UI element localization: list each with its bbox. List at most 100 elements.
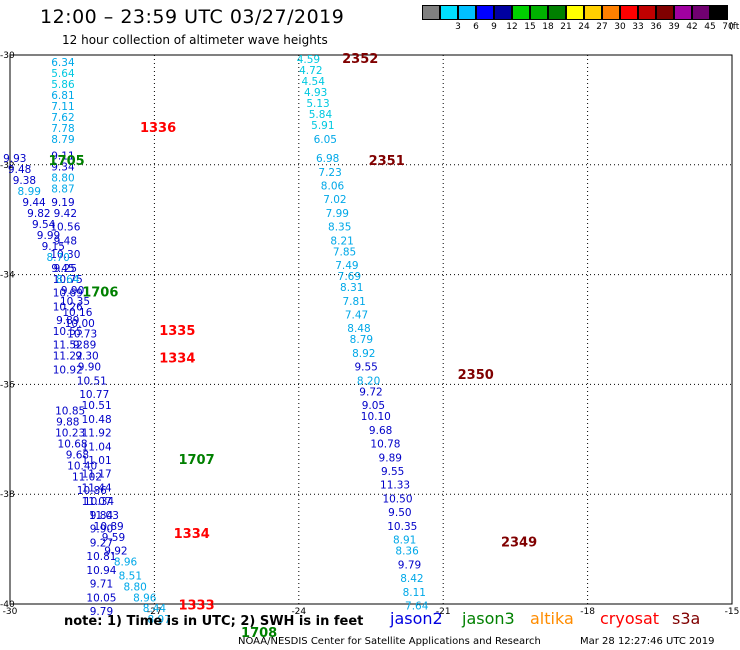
wave-height-value: 7.49 (335, 260, 358, 272)
wave-height-value: 9.30 (75, 351, 98, 363)
wave-height-value: 10.34 (84, 496, 114, 508)
generated-time: Mar 28 12:27:46 UTC 2019 (580, 636, 715, 647)
credit-text: NOAA/NESDIS Center for Satellite Applica… (238, 636, 541, 647)
wave-height-value: 11.52 (53, 340, 83, 352)
wave-height-value: 10.51 (82, 400, 112, 412)
legend-label: 70 (722, 22, 734, 32)
wave-height-value: 10.51 (77, 375, 107, 387)
legend-swatch (710, 5, 728, 20)
wave-height-value: 9.11 (51, 150, 74, 162)
wave-height-value: 9.71 (90, 579, 113, 591)
wave-height-value: 9.68 (369, 425, 392, 437)
wave-height-value: 9.48 (54, 235, 77, 247)
wave-height-value: 11.04 (82, 441, 112, 453)
wave-height-value: 7.99 (326, 208, 349, 220)
legend-label: 3 (455, 22, 461, 32)
wave-height-value: 5.91 (311, 120, 334, 132)
pass-number-label: 1334 (174, 527, 210, 542)
wave-height-value: 8.36 (395, 546, 419, 558)
wave-height-value: 10.75 (53, 274, 83, 286)
wave-height-value: 9.99 (37, 230, 60, 242)
wave-height-value: 7.11 (51, 101, 74, 113)
legend-swatch (656, 5, 674, 20)
wave-height-value: 9.27 (90, 537, 113, 549)
wave-height-value: 11.33 (380, 480, 410, 492)
wave-height-value: 10.78 (370, 439, 400, 451)
wave-height-value: 9.79 (90, 606, 113, 618)
wave-height-value: 11.17 (82, 469, 112, 481)
wave-height-value: 9.88 (56, 417, 79, 429)
legend-swatch (692, 5, 710, 20)
wave-height-value: 8.11 (403, 587, 426, 599)
wave-height-value: 7.62 (51, 112, 74, 124)
wave-height-value: 10.73 (67, 329, 97, 341)
legend-swatch (674, 5, 692, 20)
wave-height-value: 8.48 (347, 323, 370, 335)
wave-height-value: 6.81 (51, 90, 74, 102)
wave-height-value: 9.93 (3, 153, 26, 165)
wave-height-value: 8.96 (133, 592, 157, 604)
mission-jason3: jason3 (462, 609, 515, 628)
wave-height-value: 11.44 (82, 482, 112, 494)
legend-swatch (602, 5, 620, 20)
wave-height-value: 10.26 (53, 301, 83, 313)
wave-height-value: 10.48 (82, 414, 112, 426)
wave-height-value: 8.97 (148, 614, 171, 626)
wave-height-value: 9.59 (102, 532, 125, 544)
wave-height-value: 9.50 (388, 507, 411, 519)
wave-height-value: 7.47 (345, 310, 368, 322)
legend-swatch (566, 5, 584, 20)
wave-height-value: 5.84 (309, 109, 333, 121)
wave-height-value: 10.77 (79, 389, 109, 401)
wave-height-value: 7.78 (51, 123, 74, 135)
pass-number-label: 2349 (501, 535, 537, 550)
lat-tick-label: -36 (0, 380, 15, 390)
wave-height-value: 6.98 (316, 153, 339, 165)
lon-tick-label: -27 (147, 607, 162, 617)
wave-height-value: 8.79 (350, 334, 373, 346)
wave-height-value: 8.80 (123, 581, 146, 593)
legend-label: 24 (578, 22, 590, 32)
pass-number-label: 1336 (140, 121, 176, 136)
wave-height-value: 8.31 (340, 282, 363, 294)
wave-height-value: 11.02 (72, 471, 102, 483)
wave-height-value: 7.02 (323, 194, 346, 206)
wave-height-value: 9.55 (354, 362, 377, 374)
footer-note: note: 1) Time is in UTC; 2) SWH is in fe… (64, 614, 364, 629)
wave-height-value: 8.79 (51, 134, 74, 146)
wave-height-value: 8.44 (143, 603, 167, 615)
legend-label: 6 (473, 22, 479, 32)
mission-cryosat: cryosat (600, 609, 660, 628)
wave-height-value: 9.79 (398, 559, 421, 571)
wave-height-value: 10.16 (62, 307, 92, 319)
wave-height-value: 10.86 (77, 485, 107, 497)
legend-swatch (512, 5, 530, 20)
mission-altika: altika (530, 609, 574, 628)
lon-tick-label: -21 (436, 607, 451, 617)
legend-label: 42 (686, 22, 698, 32)
wave-height-value: 10.40 (67, 460, 97, 472)
pass-number-label: 1705 (49, 154, 85, 169)
mission-jason2: jason2 (390, 609, 443, 628)
wave-height-value: 8.70 (46, 252, 69, 264)
wave-height-value: 9.90 (61, 285, 84, 297)
wave-height-value: 8.20 (357, 375, 380, 387)
wave-height-value: 9.82 (27, 208, 50, 220)
wave-height-value: 8.51 (119, 570, 142, 582)
lat-tick-label: -30 (0, 51, 15, 61)
wave-height-value: 9.90 (90, 524, 113, 536)
wave-height-value: 5.13 (306, 98, 329, 110)
wave-height-value: 4.93 (304, 87, 327, 99)
wave-height-value: 9.84 (90, 510, 114, 522)
wave-height-value: 9.89 (73, 340, 96, 352)
legend-label: 12 (506, 22, 518, 32)
wave-height-value: 10.85 (55, 406, 85, 418)
wave-height-value: 11.92 (82, 428, 112, 440)
lat-tick-label: -32 (0, 161, 15, 171)
legend-label: 15 (524, 22, 536, 32)
wave-height-value: 4.54 (302, 76, 326, 88)
legend-label: 39 (668, 22, 680, 32)
wave-height-value: 5.64 (51, 68, 75, 80)
wave-height-value: 8.91 (393, 535, 416, 547)
